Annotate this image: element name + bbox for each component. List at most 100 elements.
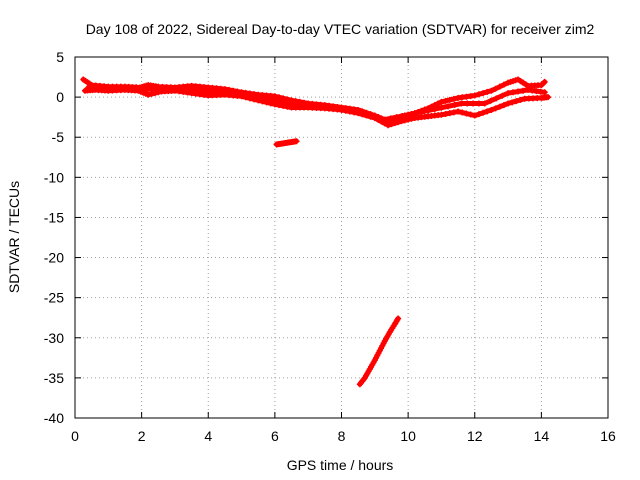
data-point bbox=[484, 88, 491, 95]
data-point bbox=[191, 87, 198, 94]
data-point bbox=[284, 103, 291, 110]
data-point bbox=[391, 120, 398, 127]
data-point bbox=[475, 100, 482, 107]
data-point bbox=[445, 103, 452, 110]
y-tick-label: -30 bbox=[44, 330, 64, 346]
data-point bbox=[459, 109, 466, 116]
data-point bbox=[487, 97, 494, 104]
data-point bbox=[470, 100, 477, 107]
data-point bbox=[499, 92, 506, 99]
data-point bbox=[442, 110, 449, 117]
data-point bbox=[325, 104, 332, 111]
data-point bbox=[358, 109, 365, 116]
data-point bbox=[231, 91, 238, 98]
data-point bbox=[463, 110, 470, 117]
data-point bbox=[418, 108, 425, 115]
data-point bbox=[387, 115, 394, 122]
x-tick-label: 0 bbox=[71, 428, 79, 444]
tick-labels: 0 2 4 6 8 10 12 14 16 5 0 -5 -10 -15 -20 -25 -30 -35 -40 bbox=[44, 49, 616, 444]
data-point bbox=[481, 100, 488, 107]
data-point bbox=[401, 117, 408, 124]
data-point bbox=[517, 96, 524, 103]
data-point bbox=[438, 104, 445, 111]
data-point bbox=[351, 108, 358, 115]
data-point bbox=[545, 94, 552, 101]
series-descending-arc-near-9h bbox=[356, 315, 402, 388]
data-point bbox=[464, 100, 471, 107]
data-point bbox=[492, 105, 499, 112]
data-point bbox=[225, 90, 232, 97]
data-point bbox=[488, 87, 495, 94]
y-tick-label: -20 bbox=[44, 250, 64, 266]
data-point bbox=[496, 103, 503, 110]
x-tick-label: 10 bbox=[400, 428, 416, 444]
data-point bbox=[211, 89, 218, 96]
data-point bbox=[166, 86, 173, 93]
data-point bbox=[496, 83, 503, 90]
data-point bbox=[458, 100, 465, 107]
data-point bbox=[515, 88, 522, 95]
y-tick-label: -15 bbox=[44, 209, 64, 225]
data-point bbox=[118, 86, 125, 93]
data-point bbox=[475, 91, 482, 98]
x-tick-label: 8 bbox=[338, 428, 346, 444]
data-point bbox=[480, 90, 487, 97]
x-tick-label: 14 bbox=[534, 428, 550, 444]
data-point bbox=[395, 315, 402, 322]
y-tick-label: -35 bbox=[44, 370, 64, 386]
data-point bbox=[388, 121, 395, 128]
data-point bbox=[105, 86, 112, 93]
data-point bbox=[446, 110, 453, 117]
data-point bbox=[265, 96, 272, 103]
data-point bbox=[185, 87, 192, 94]
y-tick-label: 0 bbox=[56, 89, 64, 105]
data-point bbox=[540, 79, 547, 86]
data-point bbox=[493, 95, 500, 102]
data-point bbox=[298, 101, 305, 108]
x-tick-label: 2 bbox=[138, 428, 146, 444]
y-tick-label: -25 bbox=[44, 290, 64, 306]
data-point bbox=[111, 86, 118, 93]
data-point bbox=[318, 103, 325, 110]
data-point bbox=[513, 98, 520, 105]
data-point bbox=[271, 97, 278, 104]
data-point bbox=[205, 88, 212, 95]
x-tick-label: 16 bbox=[600, 428, 616, 444]
data-point bbox=[505, 100, 512, 107]
data-point bbox=[338, 106, 345, 113]
data-point bbox=[251, 94, 258, 101]
data-point bbox=[280, 102, 287, 109]
data-point bbox=[218, 90, 225, 97]
data-point bbox=[471, 112, 478, 119]
data-point bbox=[488, 106, 495, 113]
data-point bbox=[258, 95, 265, 102]
data-point bbox=[311, 102, 318, 109]
data-point bbox=[345, 107, 352, 114]
data-point bbox=[500, 81, 507, 88]
y-tick-label: 5 bbox=[56, 49, 64, 65]
data-point bbox=[425, 107, 432, 114]
data-point bbox=[148, 86, 155, 93]
series-main-band-middle bbox=[85, 84, 548, 123]
y-tick-label: -5 bbox=[52, 129, 65, 145]
data-point bbox=[505, 90, 512, 97]
data-point bbox=[154, 86, 161, 93]
data-point bbox=[475, 111, 482, 118]
y-tick-label: -40 bbox=[44, 410, 64, 426]
data-point bbox=[375, 114, 382, 121]
data-point bbox=[405, 111, 412, 118]
series-short-arc-near-6h bbox=[273, 138, 300, 148]
data-point bbox=[446, 96, 453, 103]
data-point bbox=[125, 86, 132, 93]
data-point bbox=[393, 114, 400, 121]
data-point bbox=[385, 122, 392, 129]
x-tick-label: 12 bbox=[467, 428, 483, 444]
data-point bbox=[450, 95, 457, 102]
data-point bbox=[520, 87, 527, 94]
data-point bbox=[171, 86, 178, 93]
data-point bbox=[435, 100, 442, 107]
y-tick-label: -10 bbox=[44, 169, 64, 185]
data-point bbox=[500, 102, 507, 109]
data-point bbox=[381, 116, 388, 123]
